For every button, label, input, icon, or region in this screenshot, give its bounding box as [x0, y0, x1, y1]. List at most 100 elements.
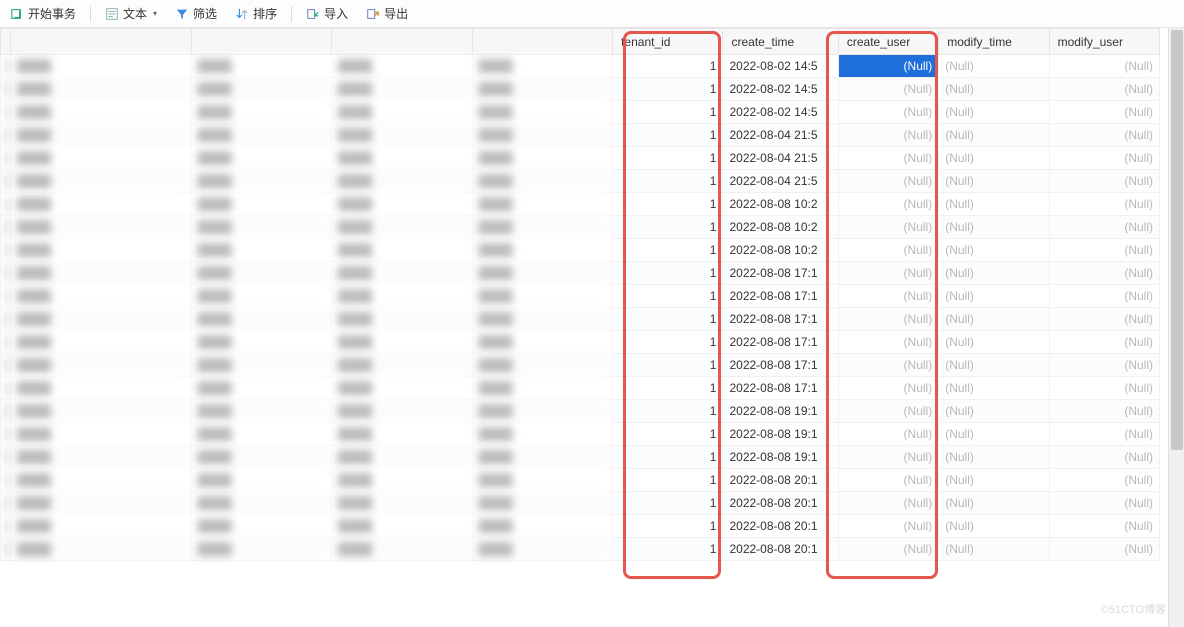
cell-modify-time[interactable]: (Null): [939, 216, 1049, 239]
cell-create-time[interactable]: 2022-08-08 17:1: [723, 285, 838, 308]
cell-create-user[interactable]: (Null): [838, 101, 938, 124]
cell-create-time[interactable]: 2022-08-08 17:1: [723, 331, 838, 354]
blurred-cell[interactable]: ████: [332, 446, 472, 469]
table-row[interactable]: ████████████████████12022-08-08 17:1(Nul…: [1, 285, 1160, 308]
blurred-cell[interactable]: ████: [11, 124, 192, 147]
cell-tenant-id[interactable]: 1: [613, 124, 723, 147]
cell-modify-user[interactable]: (Null): [1049, 538, 1159, 561]
blurred-cell[interactable]: ████: [11, 469, 192, 492]
cell-modify-time[interactable]: (Null): [939, 55, 1049, 78]
blurred-cell[interactable]: ████: [191, 331, 331, 354]
blurred-cell[interactable]: ████: [472, 469, 612, 492]
text-button[interactable]: 文本 ▾: [101, 3, 161, 24]
table-row[interactable]: ████████████████████12022-08-04 21:5(Nul…: [1, 124, 1160, 147]
cell-create-user[interactable]: (Null): [838, 193, 938, 216]
cell-create-time[interactable]: 2022-08-08 10:2: [723, 216, 838, 239]
cell-modify-user[interactable]: (Null): [1049, 147, 1159, 170]
blurred-cell[interactable]: ████: [332, 124, 472, 147]
cell-create-user[interactable]: (Null): [838, 78, 938, 101]
cell-modify-user[interactable]: (Null): [1049, 331, 1159, 354]
blurred-cell[interactable]: ████: [191, 377, 331, 400]
blurred-cell[interactable]: ████: [11, 216, 192, 239]
blurred-cell[interactable]: ████: [191, 239, 331, 262]
cell-modify-time[interactable]: (Null): [939, 124, 1049, 147]
cell-create-time[interactable]: 2022-08-08 17:1: [723, 354, 838, 377]
blurred-cell[interactable]: ████: [191, 354, 331, 377]
table-row[interactable]: ████████████████████12022-08-08 19:1(Nul…: [1, 400, 1160, 423]
cell-modify-user[interactable]: (Null): [1049, 446, 1159, 469]
cell-create-time[interactable]: 2022-08-02 14:5: [723, 101, 838, 124]
blurred-cell[interactable]: ████: [1, 170, 11, 193]
blurred-cell[interactable]: ████: [191, 55, 331, 78]
cell-modify-user[interactable]: (Null): [1049, 515, 1159, 538]
blurred-cell[interactable]: ████: [11, 492, 192, 515]
table-row[interactable]: ████████████████████12022-08-08 10:2(Nul…: [1, 216, 1160, 239]
cell-create-user[interactable]: (Null): [838, 239, 938, 262]
table-row[interactable]: ████████████████████12022-08-08 20:1(Nul…: [1, 469, 1160, 492]
cell-create-user[interactable]: (Null): [838, 124, 938, 147]
cell-modify-time[interactable]: (Null): [939, 469, 1049, 492]
blurred-cell[interactable]: ████: [11, 101, 192, 124]
blurred-cell[interactable]: ████: [191, 193, 331, 216]
blurred-cell[interactable]: ████: [472, 492, 612, 515]
col-modify-time[interactable]: modify_time: [939, 29, 1049, 55]
col-create-time[interactable]: create_time: [723, 29, 838, 55]
blurred-cell[interactable]: ████: [11, 423, 192, 446]
blurred-cell[interactable]: ████: [11, 446, 192, 469]
blurred-cell[interactable]: ████: [332, 170, 472, 193]
cell-modify-user[interactable]: (Null): [1049, 124, 1159, 147]
cell-create-user[interactable]: (Null): [838, 469, 938, 492]
cell-create-user[interactable]: (Null): [838, 492, 938, 515]
blurred-cell[interactable]: ████: [1, 239, 11, 262]
blurred-cell[interactable]: ████: [332, 492, 472, 515]
blurred-cell[interactable]: ████: [11, 308, 192, 331]
blurred-cell[interactable]: ████: [472, 515, 612, 538]
blurred-cell[interactable]: ████: [1, 124, 11, 147]
blurred-cell[interactable]: ████: [191, 423, 331, 446]
cell-modify-time[interactable]: (Null): [939, 377, 1049, 400]
blurred-cell[interactable]: ████: [472, 101, 612, 124]
cell-create-time[interactable]: 2022-08-08 20:1: [723, 469, 838, 492]
blurred-cell[interactable]: ████: [332, 331, 472, 354]
col-blur2[interactable]: [191, 29, 331, 55]
cell-modify-time[interactable]: (Null): [939, 354, 1049, 377]
blurred-cell[interactable]: ████: [332, 55, 472, 78]
table-row[interactable]: ████████████████████12022-08-08 19:1(Nul…: [1, 423, 1160, 446]
blurred-cell[interactable]: ████: [1, 78, 11, 101]
blurred-cell[interactable]: ████: [11, 78, 192, 101]
cell-tenant-id[interactable]: 1: [613, 492, 723, 515]
sort-button[interactable]: 排序: [231, 3, 281, 24]
cell-modify-user[interactable]: (Null): [1049, 354, 1159, 377]
blurred-cell[interactable]: ████: [332, 193, 472, 216]
cell-tenant-id[interactable]: 1: [613, 423, 723, 446]
cell-modify-time[interactable]: (Null): [939, 78, 1049, 101]
col-blur0[interactable]: [1, 29, 11, 55]
blurred-cell[interactable]: ████: [472, 354, 612, 377]
data-grid[interactable]: tenant_id create_time create_user modify…: [0, 28, 1160, 561]
table-row[interactable]: ████████████████████12022-08-08 10:2(Nul…: [1, 193, 1160, 216]
cell-tenant-id[interactable]: 1: [613, 101, 723, 124]
cell-create-time[interactable]: 2022-08-04 21:5: [723, 124, 838, 147]
cell-create-user[interactable]: (Null): [838, 285, 938, 308]
cell-tenant-id[interactable]: 1: [613, 469, 723, 492]
start-transaction-button[interactable]: 开始事务: [6, 3, 80, 24]
blurred-cell[interactable]: ████: [191, 262, 331, 285]
blurred-cell[interactable]: ████: [472, 400, 612, 423]
blurred-cell[interactable]: ████: [1, 308, 11, 331]
cell-tenant-id[interactable]: 1: [613, 262, 723, 285]
blurred-cell[interactable]: ████: [1, 216, 11, 239]
cell-create-user[interactable]: (Null): [838, 377, 938, 400]
cell-modify-user[interactable]: (Null): [1049, 423, 1159, 446]
blurred-cell[interactable]: ████: [1, 492, 11, 515]
cell-tenant-id[interactable]: 1: [613, 285, 723, 308]
blurred-cell[interactable]: ████: [191, 492, 331, 515]
blurred-cell[interactable]: ████: [332, 308, 472, 331]
blurred-cell[interactable]: ████: [11, 147, 192, 170]
blurred-cell[interactable]: ████: [191, 285, 331, 308]
blurred-cell[interactable]: ████: [1, 262, 11, 285]
cell-modify-time[interactable]: (Null): [939, 492, 1049, 515]
cell-tenant-id[interactable]: 1: [613, 354, 723, 377]
blurred-cell[interactable]: ████: [472, 55, 612, 78]
blurred-cell[interactable]: ████: [332, 262, 472, 285]
blurred-cell[interactable]: ████: [1, 285, 11, 308]
